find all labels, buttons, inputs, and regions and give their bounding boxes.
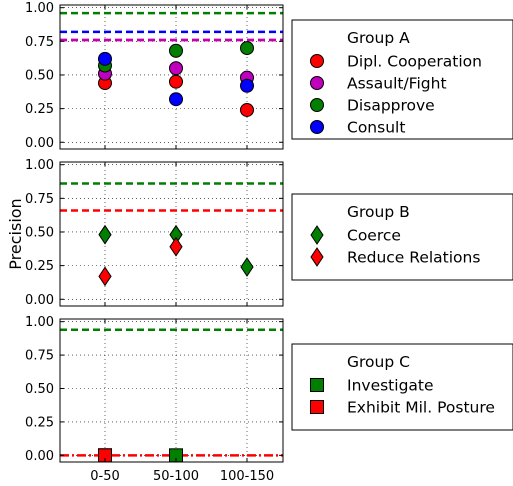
ytick-label: 0.00 bbox=[25, 449, 54, 464]
point-coerce-100-150 bbox=[240, 257, 254, 277]
ytick-label: 0.75 bbox=[25, 35, 54, 50]
ytick-label: 0.25 bbox=[25, 102, 54, 117]
y-axis-label: Precision bbox=[6, 198, 25, 269]
legend-marker-disapprove bbox=[310, 98, 324, 112]
legend-title: Group A bbox=[347, 29, 410, 47]
ytick-label: 1.00 bbox=[25, 158, 54, 173]
axes-frame bbox=[59, 318, 284, 463]
legend-marker-assault-fight bbox=[310, 76, 324, 90]
legend-label-investigate: Investigate bbox=[347, 377, 434, 395]
legend-group-b: Group B Coerce Reduce Relations bbox=[291, 193, 513, 281]
chart-panel-3: 0.00 0.25 0.50 0.75 1.00 0-50 50-100 100-150 bbox=[25, 315, 284, 484]
ytick-label: 0.75 bbox=[25, 349, 54, 364]
legend-title: Group C bbox=[347, 353, 410, 371]
legend-label-consult: Consult bbox=[347, 119, 405, 137]
legend-label-assault-fight: Assault/Fight bbox=[347, 75, 447, 93]
point-reduce-relations-0-50 bbox=[98, 266, 112, 287]
point-consult-100-150 bbox=[240, 78, 254, 93]
xtick-label: 0-50 bbox=[90, 469, 120, 484]
legend-marker-exhibit-mil-posture bbox=[310, 400, 324, 414]
point-coerce-0-50 bbox=[98, 224, 112, 245]
ytick-label: 0.50 bbox=[25, 225, 54, 240]
legend-label-coerce: Coerce bbox=[347, 227, 401, 245]
legend-label-disapprove: Disapprove bbox=[347, 97, 435, 115]
ytick-label: 0.75 bbox=[25, 192, 54, 207]
xtick-label: 50-100 bbox=[153, 469, 199, 484]
legend-marker-investigate bbox=[310, 378, 324, 392]
legend-box bbox=[291, 193, 513, 281]
legend-marker-dipl-cooperation bbox=[310, 54, 324, 68]
point-reduce-relations-50-100 bbox=[169, 236, 183, 257]
legend-label-exhibit-mil-posture: Exhibit Mil. Posture bbox=[347, 399, 495, 417]
ytick-label: 0.50 bbox=[25, 382, 54, 397]
point-consult-0-50 bbox=[98, 51, 112, 66]
ytick-label: 0.25 bbox=[25, 415, 54, 430]
ytick-label: 1.00 bbox=[25, 315, 54, 330]
legend-label-reduce-relations: Reduce Relations bbox=[347, 249, 480, 267]
ytick-label: 1.00 bbox=[25, 1, 54, 16]
point-dipl-cooperation-50-100 bbox=[169, 74, 183, 89]
ytick-label: 0.25 bbox=[25, 259, 54, 274]
axes-frame bbox=[59, 161, 284, 307]
legend-title: Group B bbox=[347, 203, 410, 221]
chart-panel-1: 0.00 0.25 0.50 0.75 1.00 bbox=[25, 1, 284, 151]
ytick-label: 0.00 bbox=[25, 136, 54, 151]
xtick-label: 100-150 bbox=[220, 469, 274, 484]
chart-panel-2: 0.00 0.25 0.50 0.75 1.00 Precision bbox=[6, 158, 284, 308]
legend-group-c: Group C Investigate Exhibit Mil. Posture bbox=[291, 343, 513, 431]
point-dipl-cooperation-100-150 bbox=[240, 102, 254, 117]
point-consult-50-100 bbox=[169, 92, 183, 107]
legend-group-a: Group A Dipl. Cooperation Assault/Fight Dis… bbox=[291, 19, 513, 140]
axes-frame bbox=[59, 4, 284, 150]
point-assault-fight-50-100 bbox=[169, 61, 183, 76]
legend-label-dipl-cooperation: Dipl. Cooperation bbox=[347, 53, 482, 71]
legend-box bbox=[291, 19, 513, 140]
ytick-label: 0.50 bbox=[25, 68, 54, 83]
point-disapprove-100-150 bbox=[240, 41, 254, 56]
legend-marker-reduce-relations bbox=[310, 247, 324, 267]
legend-marker-coerce bbox=[310, 225, 324, 245]
point-disapprove-50-100 bbox=[169, 43, 183, 58]
legend-box bbox=[291, 343, 513, 431]
legend-marker-consult bbox=[310, 120, 324, 134]
ytick-label: 0.00 bbox=[25, 293, 54, 308]
